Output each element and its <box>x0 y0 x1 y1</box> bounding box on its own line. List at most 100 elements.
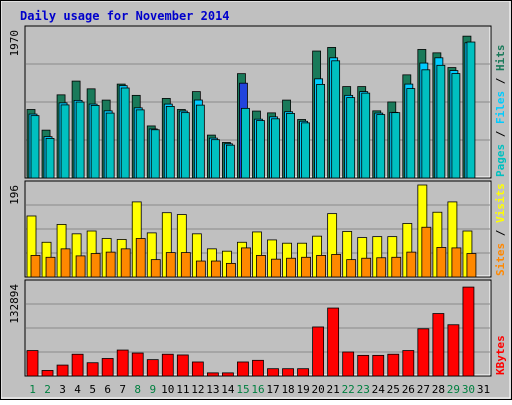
legend-files: Files <box>494 91 507 124</box>
bar-sites-day-18 <box>286 257 296 278</box>
x-tick-label: 1 <box>29 383 36 396</box>
bar-sites-day-17 <box>271 258 281 278</box>
x-tick-label: 14 <box>221 383 235 396</box>
bar-kbytes-day-25 <box>387 353 400 377</box>
bar-kbytes-day-30 <box>462 286 475 377</box>
bar-kbytes-day-26 <box>402 350 415 377</box>
bar-sites-day-16 <box>256 255 266 278</box>
bar-kbytes-day-24 <box>372 354 385 377</box>
bar-kbytes-day-21 <box>327 307 340 377</box>
bar-kbytes-day-7 <box>116 349 129 377</box>
bar-kbytes-day-6 <box>101 358 114 377</box>
bar-pages-day-29 <box>451 73 461 179</box>
x-tick-label: 19 <box>296 383 309 396</box>
bar-pages-day-21 <box>331 60 341 179</box>
bar-sites-day-23 <box>361 257 372 278</box>
bar-sites-day-12 <box>195 260 206 278</box>
y-max-label: 132894 <box>8 284 21 324</box>
x-tick-label: 2 <box>44 383 51 396</box>
bar-kbytes-day-27 <box>417 328 430 377</box>
bar-sites-day-21 <box>331 254 342 278</box>
legend-visits: Visits <box>494 183 507 223</box>
legend-separator: / <box>494 71 507 91</box>
bar-pages-day-28 <box>436 64 446 179</box>
bar-sites-day-1 <box>30 255 41 278</box>
bar-pages-day-24 <box>376 114 386 179</box>
bar-pages-day-12 <box>195 104 205 179</box>
x-tick-label: 6 <box>104 383 111 396</box>
bar-pages-day-27 <box>421 69 431 179</box>
bar-pages-day-22 <box>346 97 356 179</box>
x-tick-label: 24 <box>372 383 386 396</box>
bar-sites-day-10 <box>165 252 176 278</box>
x-tick-label: 25 <box>387 383 400 396</box>
bar-sites-day-20 <box>316 255 327 278</box>
bar-sites-day-30 <box>466 253 477 278</box>
legend-separator: / <box>494 124 507 144</box>
bar-pages-day-30 <box>466 41 476 179</box>
bar-sites-day-15 <box>241 247 251 278</box>
bar-kbytes-day-14 <box>222 372 234 377</box>
bar-kbytes-day-28 <box>432 313 445 377</box>
y-max-label: 196 <box>8 185 21 205</box>
x-tick-label: 29 <box>447 383 460 396</box>
bar-kbytes-day-4 <box>71 353 84 377</box>
bar-pages-day-26 <box>406 88 416 179</box>
bar-sites-day-27 <box>421 226 432 278</box>
bar-pages-day-4 <box>75 101 85 179</box>
bar-kbytes-day-16 <box>252 359 264 377</box>
x-tick-label: 26 <box>402 383 415 396</box>
bar-sites-day-6 <box>105 251 116 278</box>
bar-sites-day-3 <box>60 248 71 278</box>
bar-kbytes-day-11 <box>176 354 189 377</box>
legend-pages: Pages <box>494 144 507 177</box>
x-tick-label: 28 <box>432 383 445 396</box>
bar-pages-day-7 <box>120 87 130 179</box>
bar-pages-day-11 <box>180 112 190 179</box>
bar-pages-day-2 <box>45 138 55 179</box>
bar-kbytes-day-13 <box>206 372 219 377</box>
bar-pages-day-20 <box>316 83 326 179</box>
bar-sites-day-22 <box>346 259 357 278</box>
bar-sites-day-28 <box>436 247 447 278</box>
bar-pages-day-13 <box>210 139 220 179</box>
bar-sites-day-4 <box>75 255 86 278</box>
bar-sites-day-2 <box>45 256 56 278</box>
bar-kbytes-day-9 <box>146 359 159 377</box>
x-tick-label: 17 <box>266 383 279 396</box>
bar-pages-day-19 <box>301 122 310 179</box>
x-tick-label: 3 <box>59 383 66 396</box>
bar-kbytes-day-29 <box>447 324 460 377</box>
bar-pages-day-3 <box>60 104 70 179</box>
panel-visits-sites: 196 Sites / Visits <box>8 180 507 278</box>
bar-sites-day-5 <box>90 253 101 278</box>
bar-sites-day-14 <box>226 262 236 278</box>
panel-legend: Pages / Files / Hits <box>494 45 507 178</box>
legend-separator: / <box>494 223 507 243</box>
bar-pages-day-23 <box>361 92 371 179</box>
legend-hits: Hits <box>494 45 507 72</box>
x-tick-label: 12 <box>191 383 204 396</box>
x-tick-label: 7 <box>119 383 126 396</box>
bar-sites-day-9 <box>150 259 161 278</box>
bar-pages-day-18 <box>286 112 295 179</box>
chart-title: Daily usage for November 2014 <box>20 9 230 23</box>
bar-pages-day-14 <box>226 144 235 179</box>
x-tick-label: 11 <box>176 383 189 396</box>
bar-kbytes-day-8 <box>131 352 144 377</box>
panel-legend: KBytes <box>494 335 507 375</box>
bar-kbytes-day-23 <box>357 354 370 377</box>
x-tick-label: 27 <box>417 383 430 396</box>
bar-pages-day-9 <box>150 129 160 179</box>
x-tick-label: 21 <box>327 383 340 396</box>
bar-kbytes-day-20 <box>312 326 325 377</box>
bar-pages-day-5 <box>90 105 100 179</box>
bar-pages-day-8 <box>135 109 145 179</box>
bar-sites-day-11 <box>180 252 191 278</box>
bar-kbytes-day-10 <box>161 353 174 377</box>
x-tick-label: 30 <box>462 383 475 396</box>
legend-kbytes: KBytes <box>494 335 507 375</box>
panel-legend: Sites / Visits <box>494 183 507 276</box>
